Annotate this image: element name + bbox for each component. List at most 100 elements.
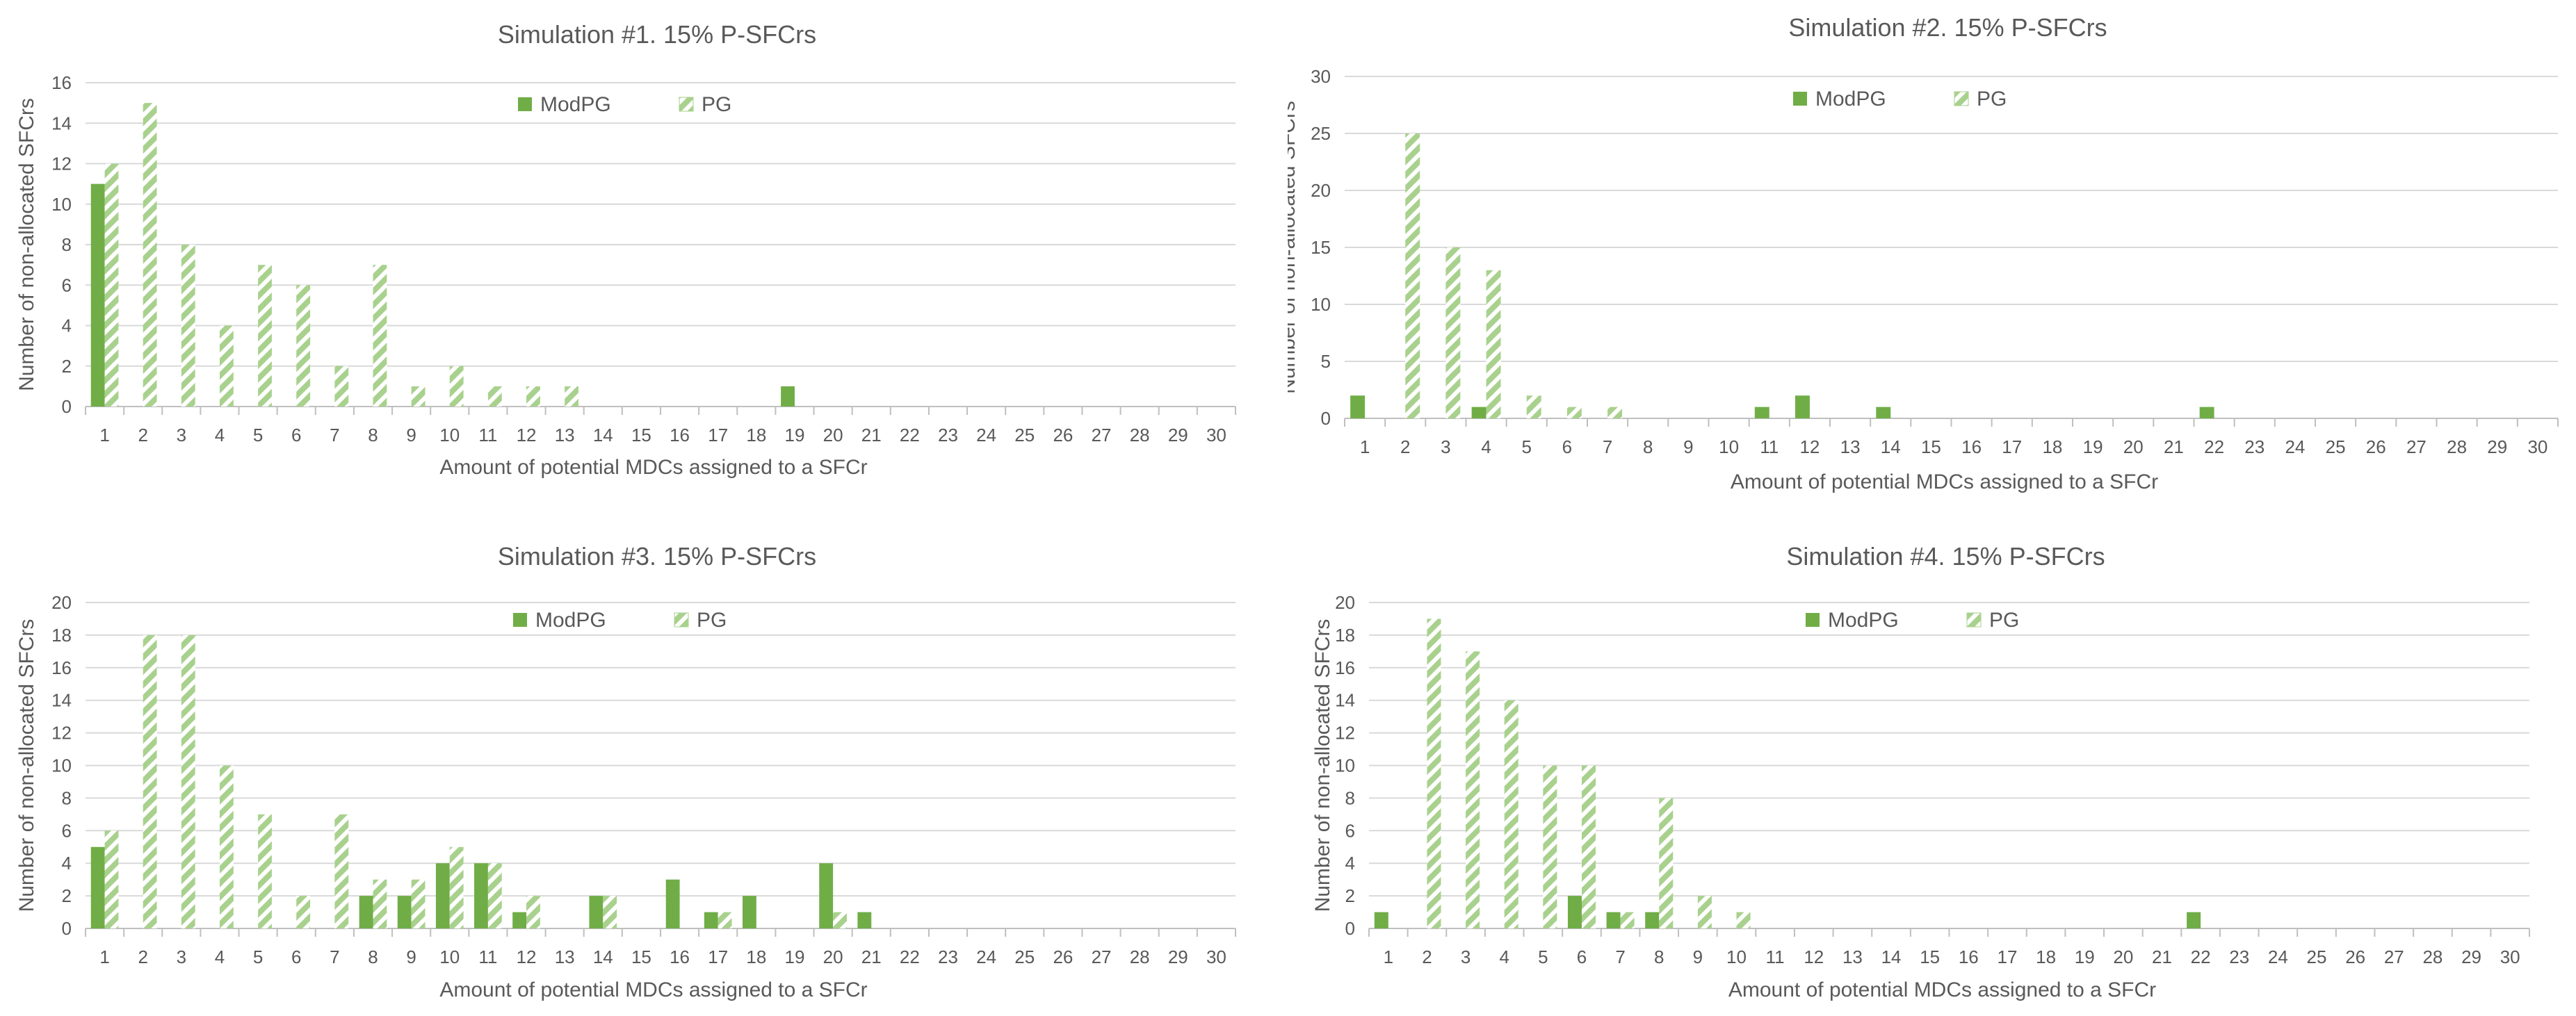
y-tick-label: 10: [51, 755, 72, 776]
chart-title: Simulation #3. 15% P-SFCrs: [498, 542, 816, 571]
chart-title: Simulation #1. 15% P-SFCrs: [498, 20, 816, 49]
bar-modpg: [2199, 407, 2214, 418]
x-tick-label: 18: [746, 947, 766, 967]
bar-modpg: [1350, 395, 1366, 418]
y-tick-label: 12: [51, 723, 72, 744]
bar-pg: [104, 163, 119, 407]
x-tick-label: 23: [938, 947, 958, 967]
x-tick-label: 2: [1400, 436, 1410, 457]
x-tick-label: 27: [2406, 436, 2427, 457]
x-tick-label: 17: [708, 425, 728, 445]
x-tick-label: 10: [439, 425, 460, 445]
bar-modpg: [397, 896, 412, 928]
bar-modpg: [665, 879, 680, 928]
x-tick-label: 11: [478, 425, 497, 445]
legend-label-pg: PG: [1977, 88, 2007, 110]
x-tick-label: 8: [1654, 947, 1664, 967]
x-tick-label: 24: [2285, 436, 2305, 457]
x-tick-label: 14: [593, 947, 613, 967]
y-tick-label: 6: [62, 275, 72, 295]
y-tick-label: 2: [1345, 885, 1355, 906]
y-tick-label: 12: [1335, 723, 1355, 744]
bar-modpg: [1645, 912, 1660, 928]
y-axis-title: Number of non-allocated SFCrs: [15, 98, 38, 391]
x-tick-label: 2: [138, 947, 147, 967]
bar-pg: [296, 285, 311, 407]
x-tick-label: 15: [1920, 947, 1940, 967]
y-tick-label: 20: [51, 592, 72, 613]
chart-title: Simulation #2. 15% P-SFCrs: [1788, 13, 2107, 42]
x-tick-label: 17: [2002, 436, 2022, 457]
x-tick-label: 13: [1842, 947, 1863, 967]
bar-modpg: [1876, 407, 1891, 418]
x-tick-label: 16: [1959, 947, 1979, 967]
chart-panel-simulation-2: 0 5 10 15 20 25 30 1 2 3 4 5 6 7 8 9 10 11 12 13 14 15 16 17 18 1…: [1288, 0, 2576, 508]
x-tick-label: 17: [708, 947, 728, 967]
chart-panel-simulation-1: 0 2 4 6 8 10 12 14 16 1 2 3 4 5 6 7 8 9 10 11 12 13 14 15 16 17 18…: [0, 0, 1288, 508]
legend-swatch-pg: [679, 97, 694, 112]
bar-pg: [181, 245, 195, 407]
x-tick-label: 21: [2152, 947, 2172, 967]
y-tick-label: 10: [51, 194, 72, 215]
bar-pg: [411, 879, 426, 928]
x-tick-label: 1: [99, 947, 109, 967]
bar-modpg: [1754, 407, 1769, 418]
x-tick-label: 6: [1577, 947, 1587, 967]
bar-modpg: [359, 896, 373, 928]
x-tick-label: 30: [1206, 425, 1226, 445]
x-tick-label: 25: [1014, 425, 1035, 445]
bar-pg: [1486, 270, 1501, 418]
x-tick-label: 7: [330, 947, 339, 967]
bar-pg: [258, 265, 272, 407]
bar-pg: [603, 896, 617, 928]
x-tick-label: 24: [976, 425, 996, 445]
bar-pg: [526, 896, 540, 928]
y-tick-label: 25: [1311, 123, 1331, 144]
y-tick-label: 2: [62, 356, 72, 377]
x-tick-label: 16: [670, 425, 690, 445]
y-tick-label: 8: [1345, 787, 1355, 808]
x-tick-label: 25: [2326, 436, 2346, 457]
legend: ModPG PG: [518, 93, 731, 116]
legend-swatch-modpg: [1806, 613, 1820, 627]
x-tick-label: 3: [177, 425, 186, 445]
x-tick-label: 28: [1130, 947, 1150, 967]
x-tick-label: 30: [2527, 436, 2547, 457]
bar-modpg: [2187, 912, 2201, 928]
bar-pg: [219, 765, 234, 928]
bar-pg: [1466, 651, 1480, 928]
y-tick-label: 4: [1345, 853, 1355, 874]
legend-swatch-pg: [674, 612, 689, 628]
x-tick-label: 3: [1461, 947, 1471, 967]
x-tick-label: 23: [2229, 947, 2249, 967]
bar-pg: [449, 846, 464, 928]
x-tick-label: 25: [2307, 947, 2327, 967]
x-tick-label: 9: [1693, 947, 1703, 967]
x-tick-label: 10: [1719, 436, 1739, 457]
y-tick-label: 20: [1335, 592, 1355, 613]
bar-modpg: [1567, 896, 1582, 928]
x-tick-label: 5: [1538, 947, 1548, 967]
y-tick-label: 2: [62, 885, 72, 906]
bar-pg: [487, 386, 502, 407]
x-tick-label: 21: [2164, 436, 2184, 457]
x-tick-label: 23: [938, 425, 958, 445]
bar-pg: [219, 325, 234, 407]
x-tick-label: 5: [253, 425, 263, 445]
x-tick-label: 29: [2487, 436, 2507, 457]
y-tick-label: 12: [51, 154, 72, 174]
bar-pg: [143, 103, 157, 407]
y-tick-label: 16: [1335, 657, 1355, 678]
legend-swatch-modpg: [1793, 92, 1807, 106]
x-tick-label: 4: [1481, 436, 1491, 457]
x-tick-label: 18: [2042, 436, 2062, 457]
bar-modpg: [512, 912, 527, 928]
x-tick-label: 10: [439, 947, 460, 967]
y-tick-label: 8: [62, 234, 72, 255]
x-tick-label: 1: [1384, 947, 1393, 967]
y-tick-label: 14: [51, 690, 72, 711]
chart-panel-simulation-3: 0 2 4 6 8 10 12 14 16 18 20 1 2 3 4 5 6 7 8 9 10 11 12 13 14 15 16…: [0, 521, 1288, 1016]
